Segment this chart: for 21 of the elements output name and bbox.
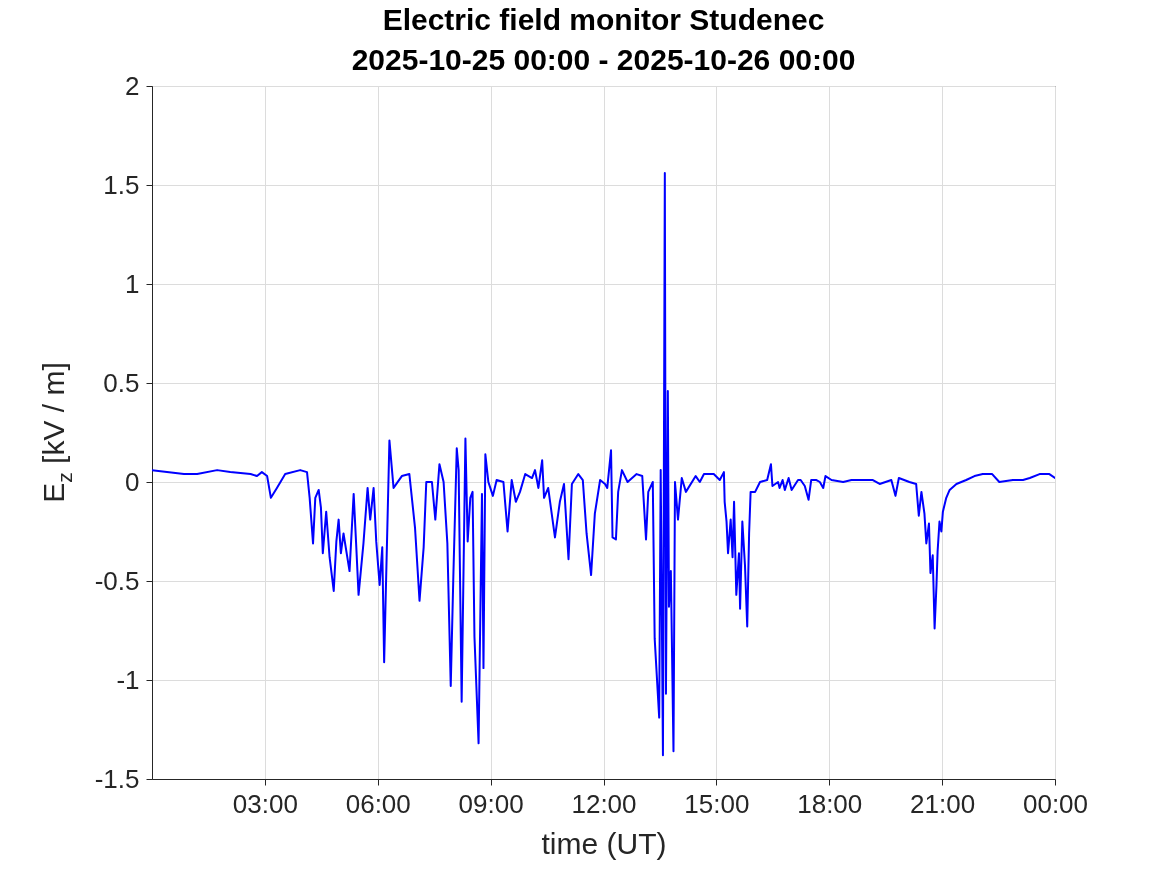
x-tick-label: 21:00 [910,788,976,819]
x-tick-label: 03:00 [232,788,298,819]
chart-subtitle: 2025-10-25 00:00 - 2025-10-26 00:00 [351,43,856,76]
line-series [152,172,1055,757]
y-tick-label: 2 [125,70,140,101]
x-tick-label: 15:00 [684,788,750,819]
x-tick-label: 12:00 [571,788,637,819]
x-tick-label: 00:00 [1022,788,1089,819]
y-tick-label: -1 [116,664,140,695]
y-tick-label: 1 [125,268,140,299]
y-tick-label: 0.5 [103,367,140,398]
chart-title: Electric field monitor Studenec [382,3,825,36]
x-axis-title: time (UT) [541,826,667,860]
y-tick-label: 1.5 [103,169,140,200]
x-tick-label: 18:00 [797,788,863,819]
y-axis-title: Ez [kV / m] [37,362,77,503]
y-tick-label: -0.5 [94,565,140,596]
y-tick-label: 0 [125,466,140,497]
x-tick-label: 09:00 [458,788,524,819]
x-tick-label: 06:00 [345,788,411,819]
y-tick-label: -1.5 [94,763,140,794]
